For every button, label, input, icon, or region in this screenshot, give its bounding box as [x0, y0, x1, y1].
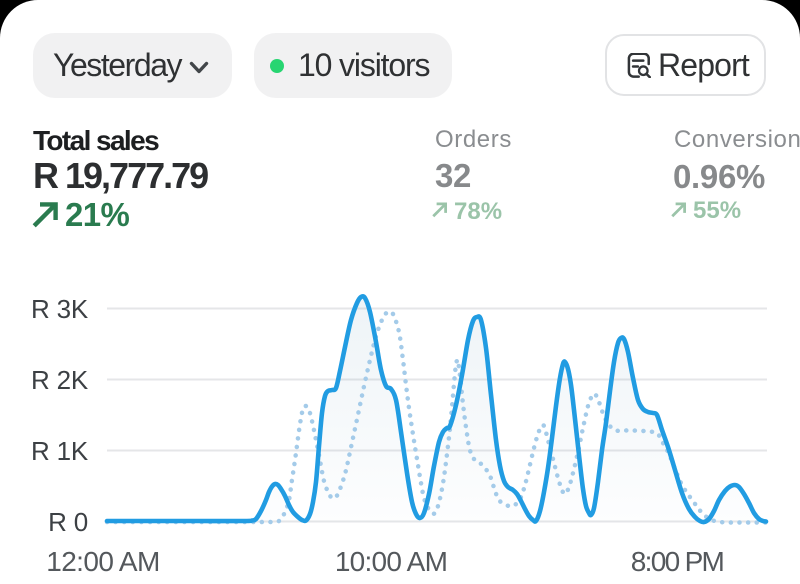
svg-text:R 0: R 0: [48, 507, 88, 537]
svg-text:R 3K: R 3K: [31, 294, 89, 324]
svg-text:12:00 AM: 12:00 AM: [46, 546, 160, 577]
svg-text:8:00 PM: 8:00 PM: [631, 546, 724, 577]
svg-text:R 2K: R 2K: [31, 365, 89, 395]
svg-text:10:00 AM: 10:00 AM: [335, 546, 447, 577]
svg-text:R 1K: R 1K: [31, 436, 89, 466]
